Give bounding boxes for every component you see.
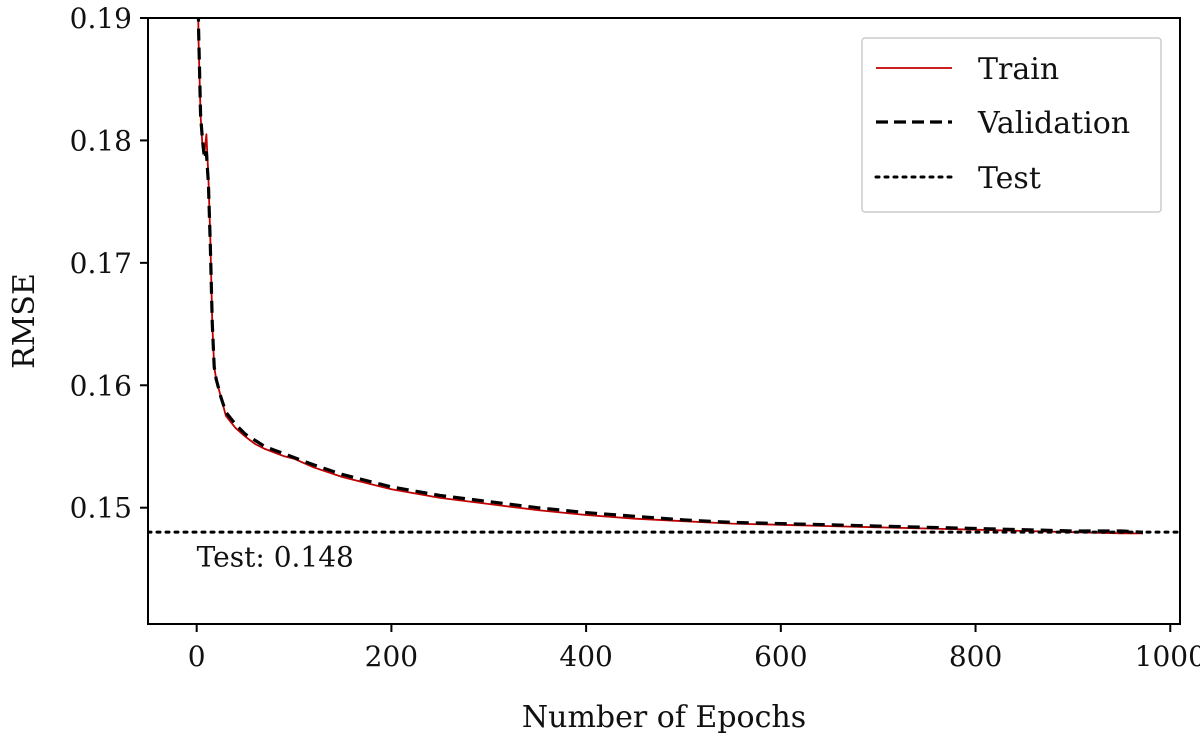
y-tick-label: 0.15: [70, 492, 132, 525]
test-annotation: Test: 0.148: [197, 541, 354, 574]
legend: Train Validation Test: [861, 37, 1162, 213]
legend-test-label: Test: [978, 161, 1041, 196]
legend-train-label: Train: [978, 52, 1059, 87]
legend-box: [861, 37, 1162, 213]
x-tick-label: 1000: [1135, 640, 1200, 673]
x-tick-label: 400: [559, 640, 612, 673]
x-tick-label: 0: [188, 640, 206, 673]
y-tick-label: 0.19: [70, 2, 132, 35]
x-tick-label: 800: [949, 640, 1002, 673]
x-axis-label: Number of Epochs: [522, 700, 806, 735]
x-tick-label: 600: [754, 640, 807, 673]
x-tick-label: 200: [365, 640, 418, 673]
y-tick-label: 0.18: [70, 124, 132, 157]
series-validation-line: [196, 18, 1144, 534]
plot-frame: [147, 17, 1181, 625]
series-group: [148, 18, 1180, 535]
y-axis-label: RMSE: [7, 273, 42, 369]
y-tick-label: 0.17: [70, 247, 132, 280]
legend-validation-label: Validation: [977, 106, 1130, 141]
y-tick-label: 0.16: [70, 369, 132, 402]
